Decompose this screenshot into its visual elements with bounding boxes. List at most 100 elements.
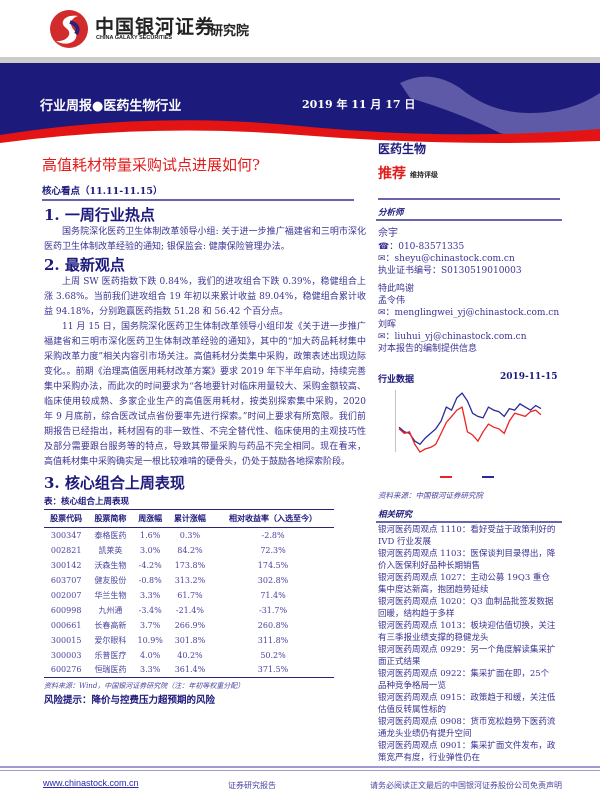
section-heading: 3. 核心组合上周表现	[44, 474, 185, 492]
data-heading: 行业数据	[378, 375, 415, 385]
table-cell: -0.8%	[138, 575, 162, 585]
table-row: 300347 泰格医药 1.6% 0.3% -2.8%	[44, 528, 334, 543]
column-header: 周涨幅	[132, 509, 168, 528]
series-line-1	[398, 406, 542, 453]
related-report-link[interactable]: 银河医药周观点 0922：集采扩面在即，25个品种竞争格局一览	[378, 669, 550, 691]
table-cell: 311.8%	[257, 635, 289, 645]
table-cell: 71.4%	[260, 590, 286, 600]
table-cell: 爱尔眼科	[94, 635, 127, 645]
table-cell: 40.2%	[177, 650, 203, 660]
related-report-link[interactable]: 银河医药周观点 1103：医保谈判目录得出，降价入医保利好品种长期销售	[378, 549, 556, 571]
paragraph: 11 月 15 日，国务院深化医药卫生体制改革领导小组印发《关于进一步推广福建省…	[44, 322, 366, 467]
related-list: 银河医药周观点 1110：看好受益于政策利好的 IVD 行业发展 银河医药周观点 …	[378, 524, 556, 764]
thanks: 特此鸣谢	[378, 284, 415, 294]
table-cell: 361.4%	[174, 665, 206, 675]
table-row: 600998 九州通 -3.4% -21.4% -31.7%	[44, 603, 334, 618]
table-cell: -4.2%	[138, 560, 162, 570]
table-cell: 3.3%	[140, 590, 161, 600]
contributor-email[interactable]: liuhui_yj@chinastock.com.cn	[394, 332, 527, 342]
table-row: 300142 沃森生物 -4.2% 173.8% 174.5%	[44, 558, 334, 573]
table-cell: 1.6%	[140, 530, 161, 540]
related-report-link[interactable]: 银河医药周观点 1013：板块迎估值切换，关注有三季报业绩支撑的稳健龙头	[378, 621, 556, 643]
table-cell: 600276	[50, 665, 82, 675]
table-cell: 313.2%	[174, 575, 206, 585]
table-row: 600276 恒瑞医药 3.3% 361.4% 371.5%	[44, 663, 334, 678]
portfolio-table: 股票代码 股票简称 周涨幅 累计涨幅 相对收益率（入选至今） 300347 泰格医…	[44, 509, 334, 678]
related-heading: 相关研究	[378, 510, 413, 520]
table-cell: 61.7%	[177, 590, 203, 600]
table-cell: 173.8%	[174, 560, 206, 570]
rating-note: 维持评级	[410, 170, 438, 179]
related-report-link[interactable]: 银河医药周观点 0901：集采扩面文件发布，政策宽严有度，行业弹性仍在	[378, 741, 556, 763]
table-cell: -31.7%	[258, 605, 288, 615]
header-banner	[0, 63, 600, 148]
contributor-email[interactable]: menglingwei_yj@chinastock.com.cn	[394, 308, 560, 318]
table-cell: 302.8%	[257, 575, 289, 585]
table-cell: 4.0%	[140, 650, 161, 660]
table-row: 002821 凯莱英 3.0% 84.2% 72.3%	[44, 543, 334, 558]
galaxy-logo-icon	[50, 10, 88, 48]
logo-english: CHINA GALAXY SECURITIES	[96, 35, 173, 41]
table-cell: 0.3%	[179, 530, 201, 540]
divider	[376, 219, 562, 221]
contributor-name: 刘晖	[378, 320, 397, 330]
table-cell: 3.3%	[140, 665, 161, 675]
table-cell: -3.4%	[138, 605, 162, 615]
related-report-link[interactable]: 银河医药周观点 1110：看好受益于政策利好的 IVD 行业发展	[378, 525, 556, 547]
column-header: 股票简称	[88, 509, 133, 528]
contributor-name: 孟令伟	[378, 296, 406, 306]
divider	[42, 199, 354, 201]
table-row: 002007 华兰生物 3.3% 61.7% 71.4%	[44, 588, 334, 603]
institute-name: 研究院	[210, 24, 250, 39]
data-date: 2019-11-15	[500, 372, 558, 382]
section-heading: 2. 最新观点	[44, 256, 125, 274]
series-line-0	[398, 392, 542, 446]
analyst-name: 佘宇	[378, 228, 398, 239]
mail-icon: ✉：	[378, 308, 395, 318]
column-header: 累计涨幅	[167, 509, 213, 528]
logo-text: 中国银河证券	[95, 16, 216, 38]
table-cell: 84.2%	[177, 545, 203, 555]
related-report-link[interactable]: 银河医药周观点 0908：货币宽松趋势下医药流通龙头业绩仍有提升空间	[378, 717, 556, 739]
related-report-link[interactable]: 银河医药周观点 0929：另一个角度解读集采扩面正式结果	[378, 645, 556, 667]
related-report-link[interactable]: 银河医药周观点 1020：Q3 血制品批签发数据回暖，结构趋于多样	[378, 597, 554, 619]
table-cell: 300015	[50, 635, 82, 645]
table-cell: 72.3%	[260, 545, 286, 555]
column-header: 股票代码	[44, 509, 89, 528]
analyst-heading: 分析师	[378, 208, 404, 218]
mail-icon: ✉：	[378, 254, 395, 264]
table-cell: 371.5%	[257, 665, 289, 675]
paragraph: 上周 SW 医药指数下跌 0.84%，我们的进攻组合下跌 0.39%，稳健组合上…	[44, 277, 366, 317]
related-report-link[interactable]: 银河医药周观点 1027：主动公募 19Q3 重仓集中度达新高，抱团趋势延续	[378, 573, 550, 595]
industry-name: 医药生物	[378, 142, 427, 156]
table-row: 300003 乐普医疗 4.0% 40.2% 50.2%	[44, 648, 334, 663]
table-row: 300015 爱尔眼科 10.9% 301.8% 311.8%	[44, 633, 334, 648]
table-cell: 300347	[50, 530, 82, 540]
table-cell: 华兰生物	[94, 590, 127, 600]
footer-url[interactable]: www.chinastock.com.cn	[43, 778, 139, 788]
rating: 推荐	[378, 166, 406, 182]
paragraph: 国务院深化医药卫生体制改革领导小组: 关于进一步推广福建省和三明市深化医药卫生体…	[44, 227, 366, 252]
table-cell: 泰格医药	[94, 530, 127, 540]
footer-center: 证券研究报告	[228, 781, 276, 790]
table-cell: 健友股份	[94, 575, 127, 585]
related-report-link[interactable]: 银河医药周观点 0915：政策趋于和缓，关注低估值反转属性标的	[378, 693, 556, 715]
table-row: 603707 健友股份 -0.8% 313.2% 302.8%	[44, 573, 334, 588]
footer-divider	[0, 770, 600, 771]
column-header: 相对收益率（入选至今）	[212, 509, 334, 528]
core-heading: 核心看点（11.11-11.15）	[42, 186, 163, 197]
table-cell: 恒瑞医药	[94, 665, 127, 675]
table-cell: 凯莱英	[98, 545, 123, 555]
thanks-note: 对本报告的编制提供信息	[378, 344, 478, 354]
footer-disclaimer: 请务必阅读正文最后的中国银河证券股份公司免责声明	[370, 781, 562, 790]
table-row: 000661 长春高新 3.7% 266.9% 260.8%	[44, 618, 334, 633]
table-cell: 沃森生物	[94, 560, 127, 570]
header-divider	[0, 57, 600, 63]
analyst-phone: 010-83571335	[398, 242, 465, 252]
table-cell: 000661	[50, 620, 82, 630]
table-cell: 50.2%	[260, 650, 286, 660]
table-cell: -21.4%	[175, 605, 204, 615]
analyst-email[interactable]: sheyu@chinastock.com.cn	[394, 254, 515, 264]
table-caption: 表：核心组合上周表现	[44, 497, 130, 507]
table-cell: 300003	[50, 650, 82, 660]
